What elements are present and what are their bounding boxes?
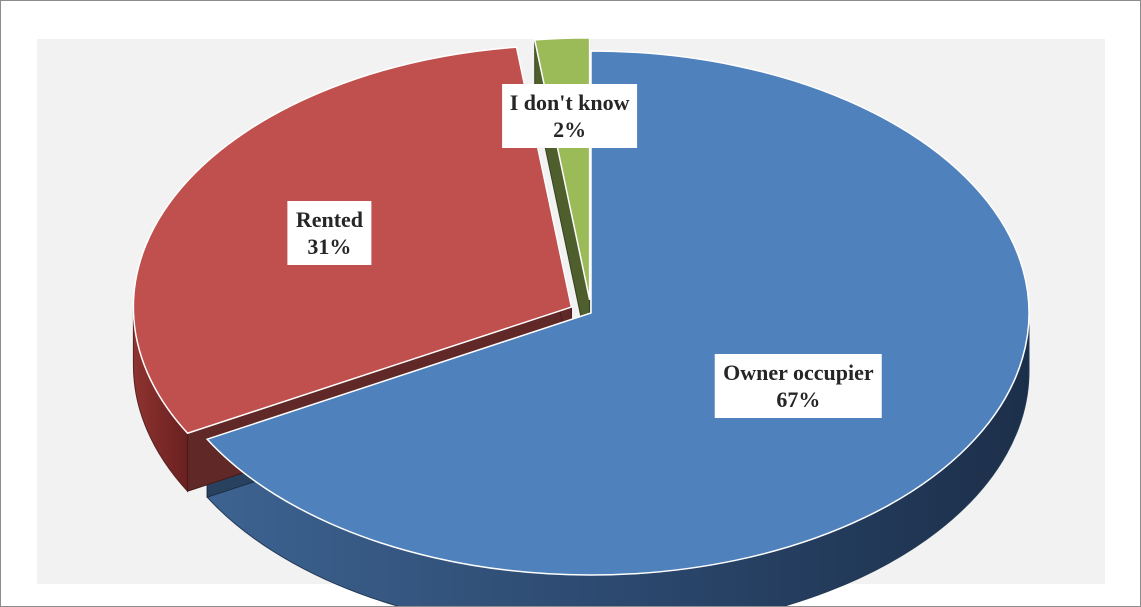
data-label-name: Rented bbox=[295, 207, 364, 233]
data-label-name: I don't know bbox=[509, 90, 630, 116]
data-label-rented: Rented 31% bbox=[287, 201, 372, 266]
data-label-name: Owner occupier bbox=[723, 360, 874, 386]
data-label-dont-know: I don't know 2% bbox=[501, 84, 638, 149]
data-label-percent: 67% bbox=[776, 387, 821, 413]
data-label-percent: 31% bbox=[307, 234, 352, 260]
data-label-percent: 2% bbox=[553, 117, 587, 143]
slice-owner-occupier bbox=[205, 50, 1030, 576]
data-label-owner-occupier: Owner occupier 67% bbox=[715, 354, 882, 419]
